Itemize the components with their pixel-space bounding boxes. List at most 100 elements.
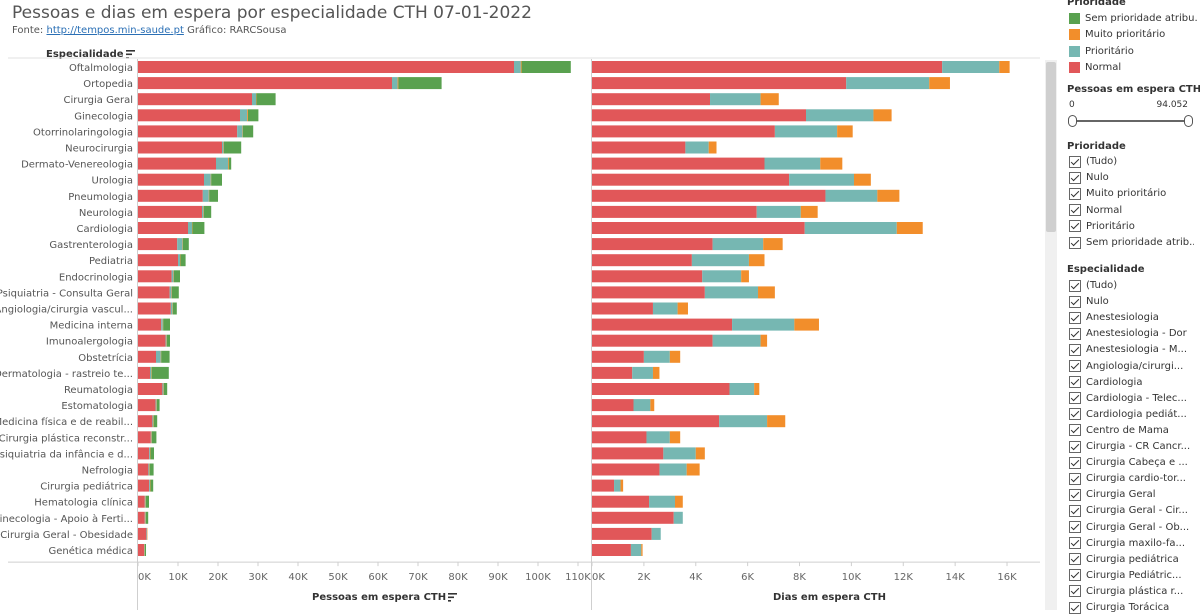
side-panel: Prioridade Sem prioridade atribu... Muito… [1067,0,1200,614]
filter-checkbox-item[interactable]: Cirurgia Cabeça e ... [1069,455,1194,470]
legend-label: Prioritário [1085,45,1134,57]
panel-0-bar-dermatologia-rastreio-te-normal [138,366,150,379]
panel-0-bar-cirurgia-plastica-reconstr-prioritario [150,431,152,444]
checkbox-checked-icon[interactable] [1069,171,1081,184]
checkbox-checked-icon[interactable] [1069,521,1081,533]
row-label-nefrologia: Nefrologia [82,466,133,477]
checkbox-checked-icon[interactable] [1069,440,1081,453]
slider-max-handle[interactable] [1184,115,1193,127]
source-prefix: Fonte: [12,25,47,36]
row-header-especialidade[interactable]: Especialidade [46,49,136,60]
filter-checkbox-item[interactable]: (Tudo) [1069,278,1194,293]
especialidade-filter-title: Especialidade [1067,264,1145,275]
source-link[interactable]: http://tempos.min-saude.pt [46,25,184,36]
filter-checkbox-item[interactable]: Cirurgia maxilo-fa... [1069,536,1194,551]
panel-0-bar-dermato-venereologia-prioritario [216,157,228,170]
checkbox-checked-icon[interactable] [1069,488,1081,501]
panel-0-bar-ortopedia-prioritario [392,77,398,90]
panel-0-bar-neurologia-sem-prioridade-atribuida [204,205,212,218]
legend-item[interactable]: Muito prioritário [1069,28,1197,42]
panel-1-bar-neurocirurgia-muito-prioritario [708,141,717,154]
x-axis-title-dias: Dias em espera CTH [773,592,886,603]
checkbox-checked-icon[interactable] [1069,569,1081,582]
panel-1-bar-cirurgia-pediatrica-muito-prioritario [620,479,624,492]
checkbox-checked-icon[interactable] [1069,472,1081,485]
filter-checkbox-item[interactable]: Normal [1069,203,1194,218]
checkbox-checked-icon[interactable] [1069,155,1081,168]
checkbox-checked-icon[interactable] [1069,360,1081,372]
legend-item[interactable]: Prioritário [1069,44,1197,58]
filter-checkbox-item[interactable]: Cardiologia - Telec... [1069,391,1194,406]
checkbox-checked-icon[interactable] [1069,601,1081,614]
checkbox-checked-icon[interactable] [1069,295,1081,308]
filter-checkbox-item[interactable]: Anestesiologia - M... [1069,342,1194,357]
checkbox-checked-icon[interactable] [1069,424,1081,437]
checkbox-checked-icon[interactable] [1069,537,1081,550]
filter-checkbox-item[interactable]: Cirurgia - CR Cancr... [1069,439,1194,454]
panel-0-bar-ortopedia-muito-prioritario [397,77,399,90]
legend-swatch [1069,12,1080,24]
filter-checkbox-item[interactable]: (Tudo) [1069,154,1194,169]
filter-checkbox-item[interactable]: Nulo [1069,170,1194,185]
filter-checkbox-item[interactable]: Angiologia/cirurgi... [1069,359,1194,374]
filter-checkbox-item[interactable]: Centro de Mama [1069,423,1194,438]
checkbox-checked-icon[interactable] [1069,392,1081,405]
filter-checkbox-item[interactable]: Cardiologia pediát... [1069,407,1194,422]
checkbox-checked-icon[interactable] [1069,236,1081,249]
filter-checkbox-label: Anestesiologia - Dor [1086,328,1187,340]
sort-icon[interactable] [448,592,458,602]
panel-0-bar-psiquiatria-consulta-geral-sem-prioridade-atribuida [172,286,179,299]
sort-icon[interactable] [125,49,136,59]
panel-1-bar-obstetricia-muito-prioritario [669,350,681,363]
filter-checkbox-item[interactable]: Cirurgia Pediátric... [1069,568,1194,583]
filter-checkbox-item[interactable]: Prioritário [1069,219,1194,234]
slider-min-handle[interactable] [1068,115,1077,127]
panel-0-bar-medicina-interna-prioritario [161,318,163,331]
panel-1-tick-label-6k: 6K [741,572,754,583]
legend-item[interactable]: Sem prioridade atribu... [1069,11,1197,25]
filter-checkbox-item[interactable]: Anestesiologia - Dor [1069,326,1194,341]
prioridade-filter-title: Prioridade [1067,141,1126,152]
checkbox-checked-icon[interactable] [1069,204,1081,217]
vertical-scrollbar[interactable] [1045,60,1057,610]
slider-title: Pessoas em espera CTH [1067,84,1200,95]
checkbox-checked-icon[interactable] [1069,408,1081,421]
panel-1-tick-label-14k: 14K [946,572,966,583]
checkbox-checked-icon[interactable] [1069,376,1081,389]
filter-checkbox-item[interactable]: Muito prioritário [1069,186,1194,201]
filter-checkbox-item[interactable]: Cirurgia cardio-tor... [1069,471,1194,486]
filter-checkbox-item[interactable]: Cirurgia Geral - Ob... [1069,520,1194,535]
panel-0-bar-medicina-fisica-e-de-reabil-prioritario [152,415,154,428]
filter-checkbox-item[interactable]: Cirurgia pediátrica [1069,552,1194,567]
filter-checkbox-item[interactable]: Nulo [1069,294,1194,309]
filter-checkbox-item[interactable]: Cirurgia Geral - Cir... [1069,503,1194,518]
checkbox-checked-icon[interactable] [1069,220,1081,233]
filter-checkbox-item[interactable]: Sem prioridade atrib... [1069,235,1194,250]
panel-1-bar-neurologia-prioritario [756,205,801,218]
panel-1-bar-psiquiatria-da-infancia-e-d-normal [592,447,664,460]
panel-0-bar-psiquiatria-da-infancia-e-d-prioritario [149,447,150,460]
slider-track[interactable] [1072,120,1190,122]
legend-swatch [1069,29,1080,40]
filter-checkbox-item[interactable]: Cirurgia Torácica [1069,600,1194,614]
checkbox-checked-icon[interactable] [1069,187,1081,200]
legend-item[interactable]: Normal [1069,61,1197,75]
filter-checkbox-item[interactable]: Cirurgia Geral [1069,487,1194,502]
panel-0-bar-nefrologia-normal [138,463,149,476]
checkbox-checked-icon[interactable] [1069,311,1081,324]
checkbox-checked-icon[interactable] [1069,327,1081,340]
panel-1-bar-reumatologia-normal [592,383,730,395]
filter-checkbox-item[interactable]: Anestesiologia [1069,310,1194,325]
checkbox-checked-icon[interactable] [1069,456,1081,469]
panel-0-bar-psiquiatria-consulta-geral-normal [138,286,170,299]
filter-checkbox-item[interactable]: Cardiologia [1069,375,1194,390]
panel-0-bar-oftalmologia-normal [138,61,514,73]
scrollbar-thumb[interactable] [1046,62,1056,232]
row-label-obstetricia: Obstetrícia [78,352,133,364]
checkbox-checked-icon[interactable] [1069,585,1081,598]
checkbox-checked-icon[interactable] [1069,279,1081,292]
filter-checkbox-item[interactable]: Cirurgia plástica r... [1069,584,1194,599]
checkbox-checked-icon[interactable] [1069,553,1081,566]
checkbox-checked-icon[interactable] [1069,504,1081,517]
checkbox-checked-icon[interactable] [1069,343,1081,356]
